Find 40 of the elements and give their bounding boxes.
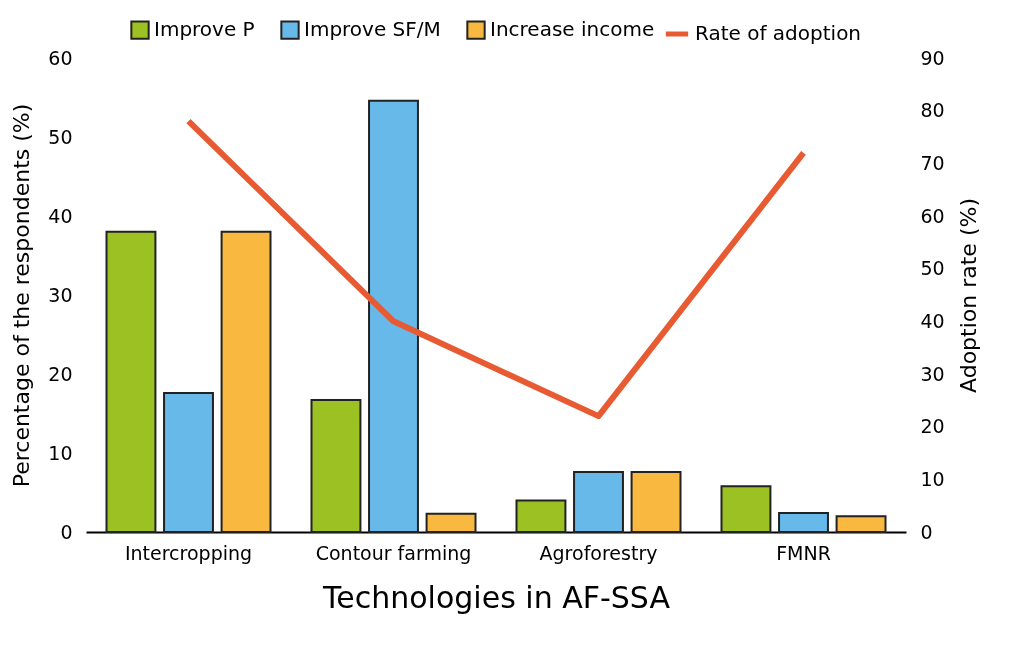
bar [835,515,887,533]
legend-label: Increase income [490,17,655,42]
y-tick-label: 10 [48,441,73,464]
bar [425,512,477,533]
y2-tick-label: 40 [920,309,945,332]
x-tick-label: Agroforestry [539,541,658,564]
bar [630,470,682,533]
y2-tick-label: 70 [920,151,945,174]
y2-tick-label: 0 [920,520,933,543]
x-axis-title: Technologies in AF-SSA [322,579,671,615]
y2-tick-label: 60 [920,204,945,227]
bar [368,99,419,533]
y2-tick-label: 20 [920,415,945,438]
y2-tick-label: 80 [920,99,945,122]
y2-tick-label: 10 [920,467,945,490]
y-tick-label: 20 [48,362,73,385]
y2-tick-label: 90 [920,46,945,69]
y-tick-label: 0 [60,520,73,543]
y2-tick-label: 30 [920,362,945,385]
bar [573,470,624,533]
x-tick-label: FMNR [776,541,831,564]
x-tick-label: Intercropping [124,541,253,564]
bar [163,391,214,533]
y2-tick-label: 50 [920,257,945,280]
legend-label: Improve SF/M [304,17,441,42]
bar [105,230,157,533]
bar [778,512,829,533]
bar [515,499,567,533]
y-tick-label: 40 [48,204,73,227]
bar [720,485,772,533]
y-tick-label: 30 [48,283,73,306]
y-tick-label: 50 [48,125,73,148]
x-tick-label: Contour farming [315,541,472,564]
y-axis-title: Percentage of the respondents (%) [9,103,35,488]
bar [310,399,362,533]
y2-axis-title: Adoption rate (%) [955,198,981,393]
legend-label: Rate of adoption [695,21,862,45]
bar [220,230,272,533]
y-tick-label: 60 [48,46,73,69]
legend-label: Improve P [154,17,255,42]
